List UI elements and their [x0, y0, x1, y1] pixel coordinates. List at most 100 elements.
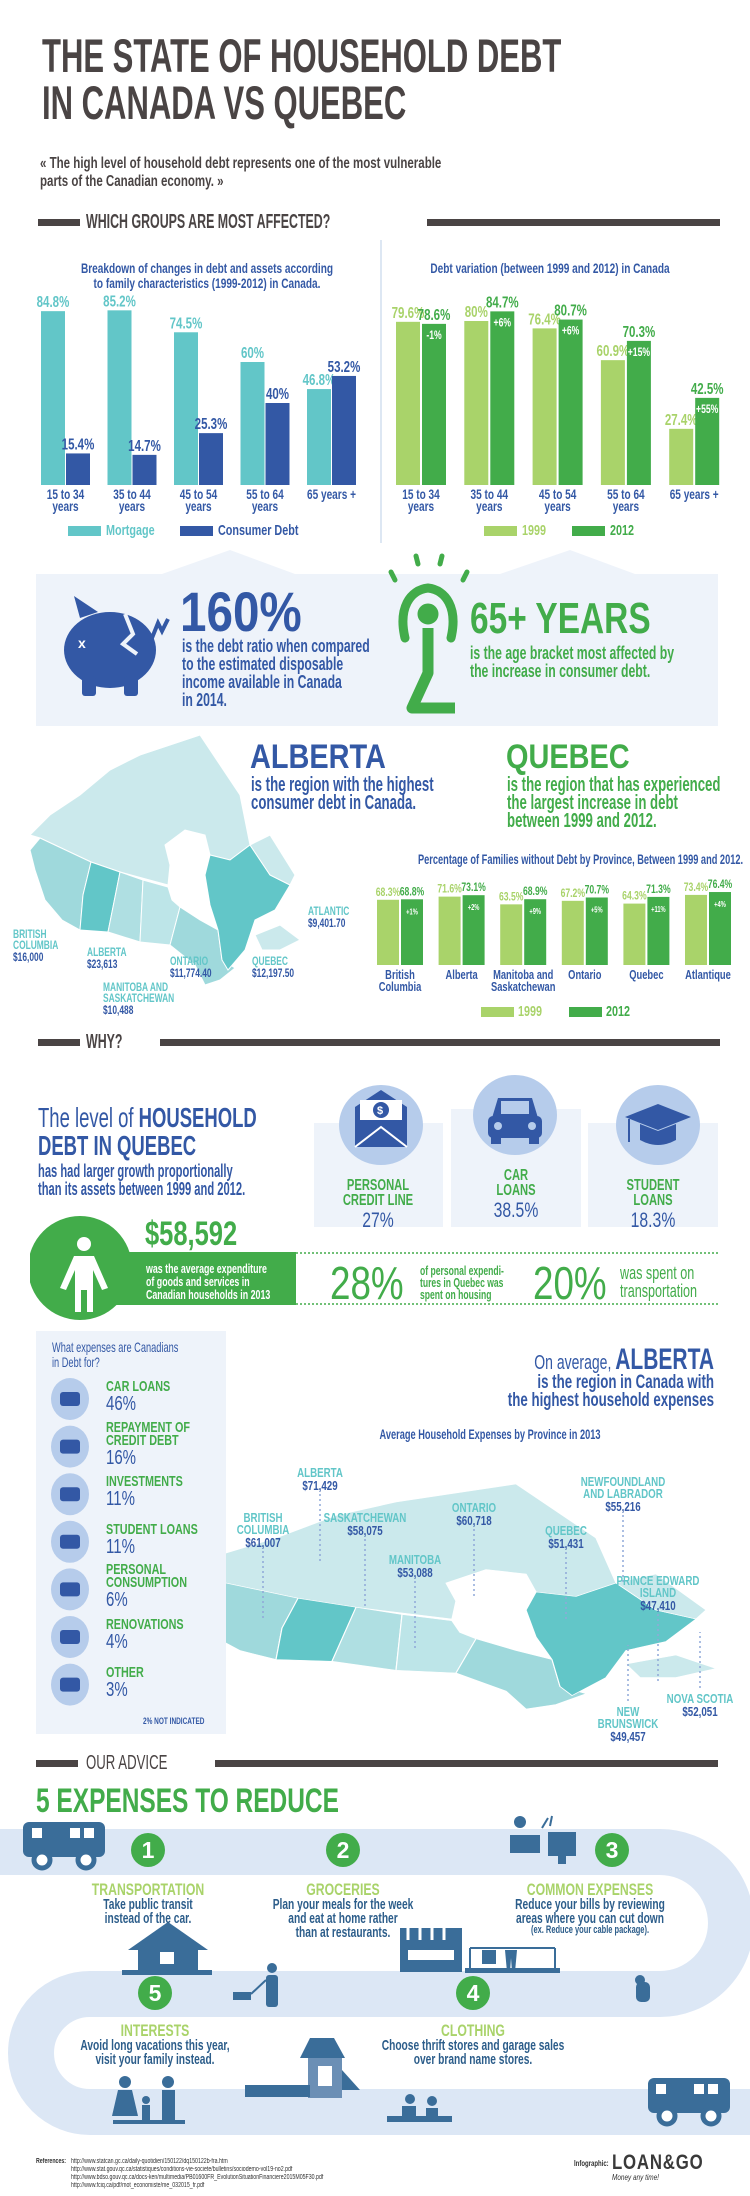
debt-use-value: 4%	[106, 1631, 128, 1653]
map-region-alberta	[275, 1597, 357, 1662]
legend-label-2012: 2012	[606, 1003, 631, 1020]
expenses-heading-prefix: On average,	[534, 1352, 616, 1374]
bar-mortgage	[107, 310, 132, 485]
house-icon	[51, 1616, 89, 1658]
bar-consumer-debt	[66, 453, 90, 485]
expenses-map-title: Average Household Expenses by Province i…	[379, 1426, 601, 1442]
section-divider	[38, 1039, 80, 1046]
value-label: 73.4%	[684, 882, 708, 895]
step-text: over brand name stores.	[413, 2051, 533, 2068]
value-label: 27.4%	[665, 410, 698, 428]
province-name: NOVA SCOTIA	[666, 1691, 734, 1706]
reference-link[interactable]: http://www.stat.gouv.qc.ca/statistiques/…	[71, 2166, 293, 2173]
value-label: 80.7%	[554, 301, 587, 319]
value-label: 76.4%	[708, 879, 732, 892]
section-title-advice: OUR ADVICE	[86, 1752, 168, 1774]
map-region-atlantic	[249, 834, 296, 886]
bar-2012	[462, 895, 485, 965]
debt-uses-title-1: What expenses are Canadians	[52, 1339, 179, 1355]
province-name: PRINCE EDWARD	[616, 1573, 700, 1588]
legend-swatch-1999	[481, 1007, 514, 1017]
housing-value: 28%	[330, 1257, 404, 1309]
bar-2012	[524, 899, 547, 965]
value-label: 68.9%	[523, 886, 547, 899]
value-label: 64.3%	[622, 890, 646, 903]
province-name: NEW	[616, 1704, 640, 1719]
envelope-dollar-icon: $	[339, 1085, 423, 1165]
step-title: COMMON EXPENSES	[526, 1880, 654, 1899]
legend-swatch-2012	[569, 1007, 602, 1017]
province-value: $61,007	[245, 1535, 281, 1550]
debt-use-value: 46%	[106, 1393, 137, 1415]
province-name: NEWFOUNDLAND	[580, 1474, 666, 1489]
expenditure-text-2: of goods and services in	[146, 1274, 250, 1289]
chart1-title-line-2: to family characteristics (1999-2012) in…	[93, 275, 321, 291]
category-label: 35 to 44	[113, 486, 151, 502]
why-heading-line-2: DEBT IN QUEBEC	[38, 1130, 197, 1161]
graduation-cap-icon	[51, 1520, 89, 1563]
section-title-why: WHY?	[86, 1031, 123, 1053]
value-label: 76.4%	[528, 309, 561, 327]
map-region-atlantic	[615, 1573, 707, 1620]
family-icon	[112, 2076, 185, 2124]
bar-2012	[401, 899, 423, 965]
bar-consumer-debt	[199, 433, 223, 485]
debt-use-value: 6%	[106, 1589, 128, 1612]
page-title-line-1: THE STATE OF HOUSEHOLD DEBT	[42, 29, 562, 82]
transport-text-1: was spent on	[620, 1263, 695, 1283]
province-value: $51,431	[548, 1536, 584, 1551]
category-label: Saskatchewan	[491, 981, 556, 995]
category-label: 45 to 54	[180, 486, 218, 502]
legend-label-consumer-debt: Consumer Debt	[218, 522, 299, 539]
why-heading-prefix: The level of	[38, 1102, 139, 1133]
value-label: 71.6%	[437, 883, 461, 896]
expenditure-text-3: Canadian households in 2013	[146, 1287, 271, 1302]
reference-link[interactable]: http://www.statcan.gc.ca/daily-quotidien…	[71, 2158, 228, 2165]
value-label: 60.9%	[597, 341, 630, 359]
step-number-badges: 1 2 3 4 5	[131, 1833, 629, 2010]
logo-tagline: Money any time!	[612, 2173, 659, 2182]
map-region-value: $16,000	[13, 950, 44, 964]
why-text-1: has had larger growth proportionally	[38, 1161, 233, 1181]
chart-divider	[380, 240, 382, 543]
bar-consumer-debt	[132, 454, 157, 485]
bus-icon	[23, 1822, 105, 1871]
value-label: 68.8%	[400, 886, 424, 899]
change-label: +1%	[406, 909, 418, 917]
bus-icon	[648, 2078, 730, 2127]
step-text: than at restaurants.	[295, 1924, 391, 1941]
value-label: 15.4%	[62, 435, 95, 453]
expenditure-text-1: was the average expenditure	[146, 1261, 267, 1276]
map-region-name: COLUMBIA	[13, 938, 59, 952]
debt-use-label: STUDENT LOANS	[106, 1520, 198, 1538]
advice-road	[0, 1815, 750, 2135]
step-title: GROCERIES	[306, 1880, 380, 1899]
debt-use-value: 3%	[106, 1678, 128, 1701]
reference-link[interactable]: http://www.bdso.gouv.qc.ca/docs-ken/mult…	[71, 2174, 324, 2181]
graduation-cap-icon	[616, 1085, 700, 1165]
province-name: SASKATCHEWAN	[323, 1510, 407, 1525]
debt-ratio-text-3: income available in Canada	[182, 672, 342, 692]
step-text: visit your family instead.	[95, 2051, 215, 2068]
value-label: 70.3%	[623, 322, 656, 340]
svg-text:$: $	[377, 1105, 383, 1117]
category-label: 55 to 64	[246, 486, 284, 502]
card-label: CAR	[503, 1167, 529, 1184]
step-number-circle	[131, 1833, 165, 1867]
value-label: 80%	[465, 302, 489, 320]
loan-and-go-logo: LOAN&GO	[612, 2151, 704, 2174]
reference-link[interactable]: http://www.fciq.ca/pdf/mot_economiste/me…	[71, 2182, 205, 2189]
debt-use-value: 11%	[106, 1488, 135, 1511]
category-label: 35 to 44	[471, 486, 509, 502]
category-label: British	[385, 969, 415, 983]
legend-label-2012: 2012	[610, 522, 635, 539]
quebec-heading: QUEBEC	[506, 738, 630, 776]
map-region-name: ONTARIO	[170, 954, 209, 968]
bar-1999	[500, 904, 523, 965]
page-title-line-2: IN CANADA VS QUEBEC	[42, 76, 407, 129]
bar-1999	[561, 900, 584, 965]
value-label: 67.2%	[561, 888, 585, 901]
province-name: AND LABRADOR	[583, 1486, 663, 1501]
card-value: 18.3%	[630, 1209, 676, 1232]
category-label: 15 to 34	[47, 486, 85, 502]
